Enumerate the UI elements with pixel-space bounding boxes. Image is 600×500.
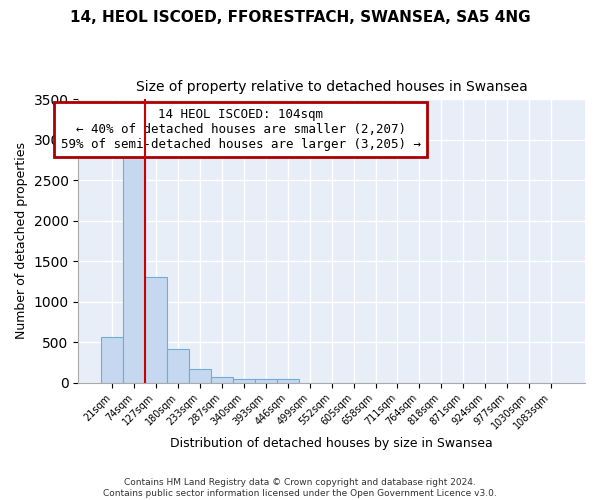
Title: Size of property relative to detached houses in Swansea: Size of property relative to detached ho… — [136, 80, 527, 94]
Y-axis label: Number of detached properties: Number of detached properties — [15, 142, 28, 340]
Text: 14, HEOL ISCOED, FFORESTFACH, SWANSEA, SA5 4NG: 14, HEOL ISCOED, FFORESTFACH, SWANSEA, S… — [70, 10, 530, 25]
Bar — [124, 148, 145, 382]
Bar — [277, 380, 299, 382]
Bar — [189, 370, 211, 382]
Bar — [255, 378, 277, 382]
Bar — [145, 278, 167, 382]
X-axis label: Distribution of detached houses by size in Swansea: Distribution of detached houses by size … — [170, 437, 493, 450]
Text: Contains HM Land Registry data © Crown copyright and database right 2024.
Contai: Contains HM Land Registry data © Crown c… — [103, 478, 497, 498]
Bar — [211, 376, 233, 382]
Text: 14 HEOL ISCOED: 104sqm
← 40% of detached houses are smaller (2,207)
59% of semi-: 14 HEOL ISCOED: 104sqm ← 40% of detached… — [61, 108, 421, 151]
Bar — [233, 378, 255, 382]
Bar — [167, 348, 189, 382]
Bar — [101, 338, 124, 382]
